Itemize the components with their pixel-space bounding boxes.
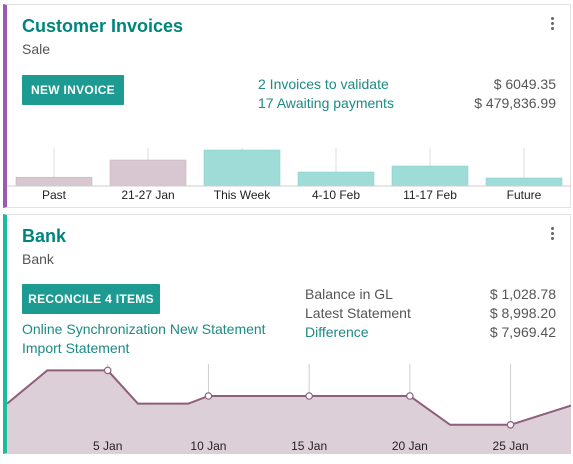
difference-link[interactable]: Difference xyxy=(305,324,369,340)
balance-gl-label: Balance in GL xyxy=(305,286,393,302)
difference-amount: $ 7,969.42 xyxy=(489,324,556,340)
kebab-menu-icon[interactable] xyxy=(551,227,555,243)
x-tick-label: Future xyxy=(507,188,542,202)
card-subtitle: Bank xyxy=(22,251,54,267)
awaiting-payments-amount: $ 479,836.99 xyxy=(474,95,556,111)
x-tick-label: 5 Jan xyxy=(93,439,122,453)
data-point xyxy=(506,421,515,429)
card-title[interactable]: Customer Invoices xyxy=(22,16,184,36)
x-tick-label: 11-17 Feb xyxy=(403,188,457,202)
bar xyxy=(109,159,187,187)
bar xyxy=(297,171,375,187)
kebab-menu-icon[interactable] xyxy=(551,17,555,33)
bar xyxy=(391,165,469,187)
x-tick-label: 4-10 Feb xyxy=(312,188,360,202)
invoices-bar-chart: Past 21-27 Jan This Week 4-10 Feb 11-17 Feb F… xyxy=(7,148,571,202)
x-tick-label: Past xyxy=(42,188,67,202)
data-point xyxy=(103,366,112,375)
reconcile-button[interactable]: RECONCILE 4 ITEMS xyxy=(22,284,160,314)
card-subtitle: Sale xyxy=(22,41,51,57)
customer-invoices-card: Customer Invoices Sale NEW INVOICE 2 Inv… xyxy=(3,4,571,208)
invoices-to-validate-amount: $ 6049.35 xyxy=(493,76,556,92)
x-tick-label: 15 Jan xyxy=(291,439,327,453)
x-tick-label: 21-27 Jan xyxy=(121,188,174,202)
import-statement-link[interactable]: Import Statement xyxy=(22,340,130,356)
x-tick-label: 10 Jan xyxy=(190,439,226,453)
x-tick-label: This Week xyxy=(214,188,271,202)
bar xyxy=(203,149,281,187)
new-invoice-button[interactable]: NEW INVOICE xyxy=(22,75,124,105)
x-tick-label: 25 Jan xyxy=(493,439,529,453)
x-tick-label: 20 Jan xyxy=(392,439,428,453)
balance-gl-amount: $ 1,028.78 xyxy=(489,286,556,302)
area-fill xyxy=(7,370,571,454)
latest-statement-amount: $ 8,998.20 xyxy=(489,305,556,321)
data-point xyxy=(204,392,213,400)
latest-statement-label: Latest Statement xyxy=(305,305,411,321)
data-point xyxy=(406,392,414,400)
invoices-to-validate-link[interactable]: 2 Invoices to validate xyxy=(258,76,389,92)
awaiting-payments-link[interactable]: 17 Awaiting payments xyxy=(258,95,394,111)
bank-area-chart: 5 Jan 10 Jan 15 Jan 20 Jan 25 Jan xyxy=(7,364,571,454)
bar xyxy=(15,176,93,187)
bar xyxy=(485,177,563,187)
online-sync-link[interactable]: Online Synchronization New Statement xyxy=(22,321,266,337)
data-point xyxy=(305,392,313,400)
card-title[interactable]: Bank xyxy=(22,226,67,246)
bank-card: Bank Bank RECONCILE 4 ITEMS Online Synch… xyxy=(3,214,571,454)
